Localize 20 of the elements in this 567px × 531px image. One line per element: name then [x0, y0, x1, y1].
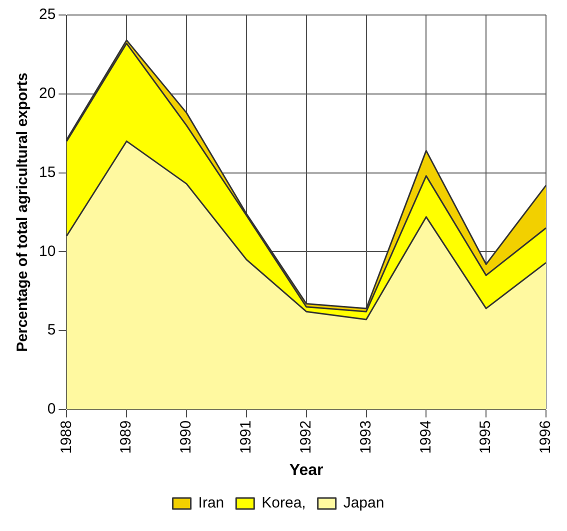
x-tick-label: 1995 — [477, 420, 494, 454]
y-tick-label: 10 — [38, 242, 56, 260]
legend-label: Iran — [198, 494, 224, 512]
x-axis-title: Year — [289, 462, 324, 479]
x-tick-label: 1996 — [537, 420, 554, 454]
y-tick-label: 20 — [38, 85, 56, 102]
x-tick-label: 1994 — [417, 420, 434, 454]
x-tick-label: 1991 — [238, 420, 255, 454]
y-axis-title: Percentage of total agricultural exports — [14, 72, 32, 352]
legend-label: Japan — [343, 494, 384, 512]
y-tick-label: 0 — [47, 400, 56, 418]
x-tick-label: 1990 — [178, 420, 195, 454]
x-tick-label: 1989 — [118, 420, 135, 454]
x-tick-label: 1993 — [357, 420, 374, 454]
x-tick-label: 1992 — [297, 420, 314, 454]
y-tick-label: 5 — [47, 322, 56, 339]
legend-label: Korea, — [262, 494, 306, 512]
y-tick-label: 15 — [38, 164, 56, 181]
y-tick-label: 25 — [38, 6, 56, 24]
x-tick-label: 1988 — [58, 420, 75, 454]
